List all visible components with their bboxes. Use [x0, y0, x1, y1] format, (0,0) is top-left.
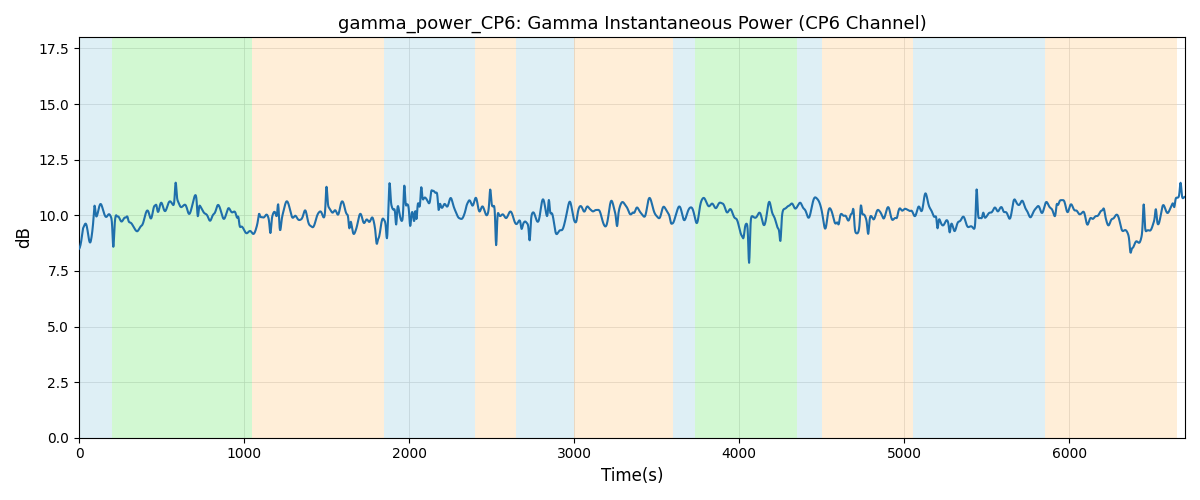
Bar [384, 38, 475, 438]
Bar [252, 38, 384, 438]
Bar [822, 38, 913, 438]
Y-axis label: dB: dB [14, 226, 32, 248]
Bar [797, 38, 822, 438]
Bar [516, 38, 575, 438]
Bar [112, 38, 252, 438]
Bar [673, 38, 695, 438]
Bar [575, 38, 673, 438]
Bar [695, 38, 797, 438]
Bar [913, 38, 1045, 438]
Bar [79, 38, 112, 438]
Bar [475, 38, 516, 438]
Title: gamma_power_CP6: Gamma Instantaneous Power (CP6 Channel): gamma_power_CP6: Gamma Instantaneous Pow… [337, 15, 926, 34]
X-axis label: Time(s): Time(s) [601, 467, 664, 485]
Bar [1045, 38, 1177, 438]
